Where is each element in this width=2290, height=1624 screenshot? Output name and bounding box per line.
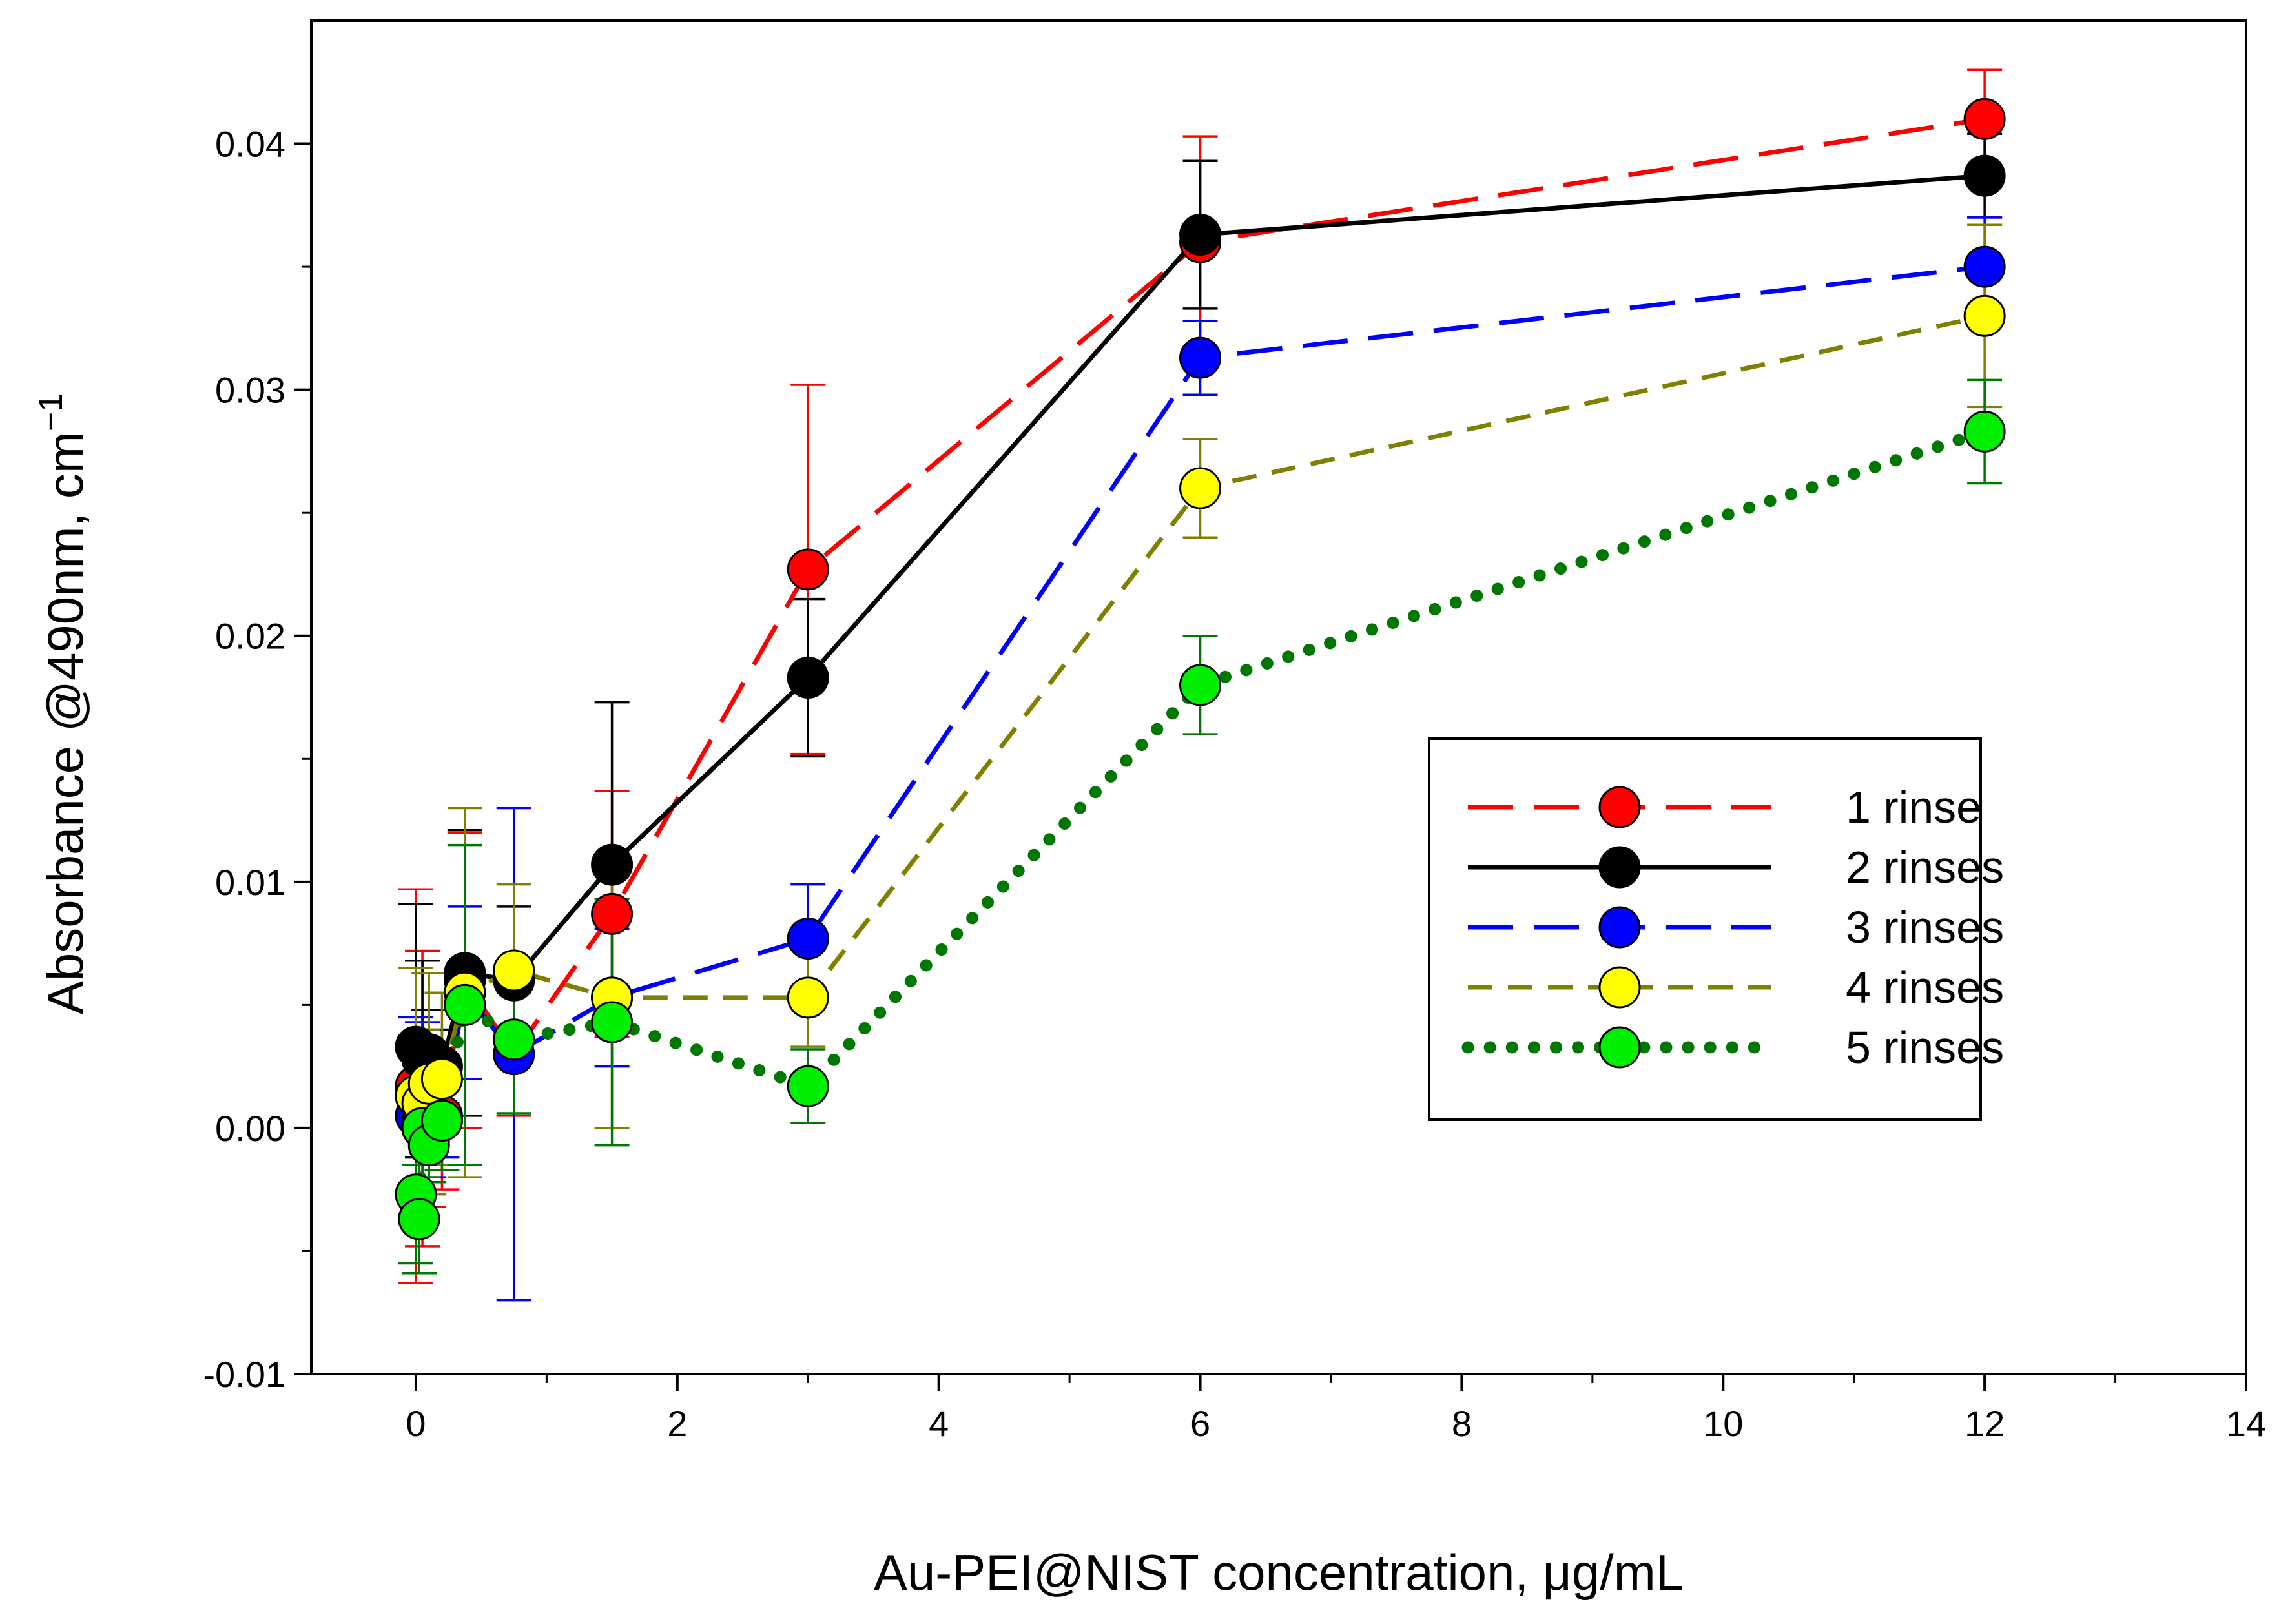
axes: 0 2 4 6 8 10 12 14 -0.01 0.00 0.01 0.02 0.03 0.04 [203,19,2266,1444]
data-point [1179,467,1222,509]
data-point [398,1198,440,1240]
data-point [787,976,829,1019]
data-point [1179,336,1222,379]
x-tick-label: 6 [1190,1403,1210,1444]
x-tick-label: 12 [1965,1403,2005,1444]
x-tick-label: 0 [406,1403,426,1444]
legend-item-4: 4 rinses [1468,962,2004,1012]
legend-label: 4 rinses [1846,962,2004,1012]
data-point [493,1018,535,1061]
y-axis-title-main: Absorbance @490nm, cm [37,431,94,1014]
x-tick-label: 8 [1452,1403,1472,1444]
legend: 1 rinse 2 rinses 3 rinses 4 rinses 5 rinses [1428,737,2004,1121]
series-markers-5 [395,410,2006,1240]
legend-marker [1598,846,1641,889]
data-point [493,949,535,992]
data-point [591,1001,634,1043]
data-point [1963,245,2006,288]
x-tick-label: 4 [929,1403,949,1444]
y-tick-label: 0.01 [215,862,285,903]
legend-item-3: 3 rinses [1468,902,2004,952]
data-point [444,983,486,1026]
y-axis-title: Absorbance @490nm, cm−1 [32,393,94,1014]
legend-label: 2 rinses [1846,842,2004,892]
data-point [420,1099,463,1142]
data-point [1963,294,2006,337]
data-point [1179,664,1222,706]
legend-label: 5 rinses [1846,1022,2004,1073]
data-point [787,548,829,591]
legend-label: 1 rinse [1846,782,1981,832]
legend-label: 3 rinses [1846,902,2004,952]
x-axis-title: Au-PEI@NIST concentration, μg/mL [874,1544,1684,1601]
data-point [1963,98,2006,140]
legend-marker [1598,786,1641,828]
data-point [591,892,634,935]
x-tick-label: 10 [1703,1403,1743,1444]
y-tick-label: -0.01 [203,1354,285,1395]
data-point [787,917,829,960]
y-tick-label: 0.03 [215,370,285,411]
data-point [787,1065,829,1107]
data-point [420,1058,463,1100]
y-tick-label: 0.02 [215,616,285,657]
data-point [787,657,829,699]
legend-marker [1598,966,1641,1009]
legend-item-5: 5 rinses [1461,1022,2004,1073]
plot-frame [310,19,2247,1375]
legend-item-2: 2 rinses [1468,842,2004,892]
y-tick-label: 0.04 [215,124,285,165]
y-tick-label: 0.00 [215,1108,285,1149]
legend-marker [1598,1026,1641,1069]
x-tick-label: 14 [2226,1403,2266,1444]
data-point [1963,410,2006,453]
data-point [591,843,634,886]
plot-area [395,68,2006,1302]
data-point [1179,214,1222,256]
data-point [1963,154,2006,197]
legend-marker [1598,906,1641,949]
x-tick-label: 2 [667,1403,687,1444]
legend-item-1: 1 rinse [1468,782,1981,832]
y-axis-title-superscript: −1 [32,393,70,431]
